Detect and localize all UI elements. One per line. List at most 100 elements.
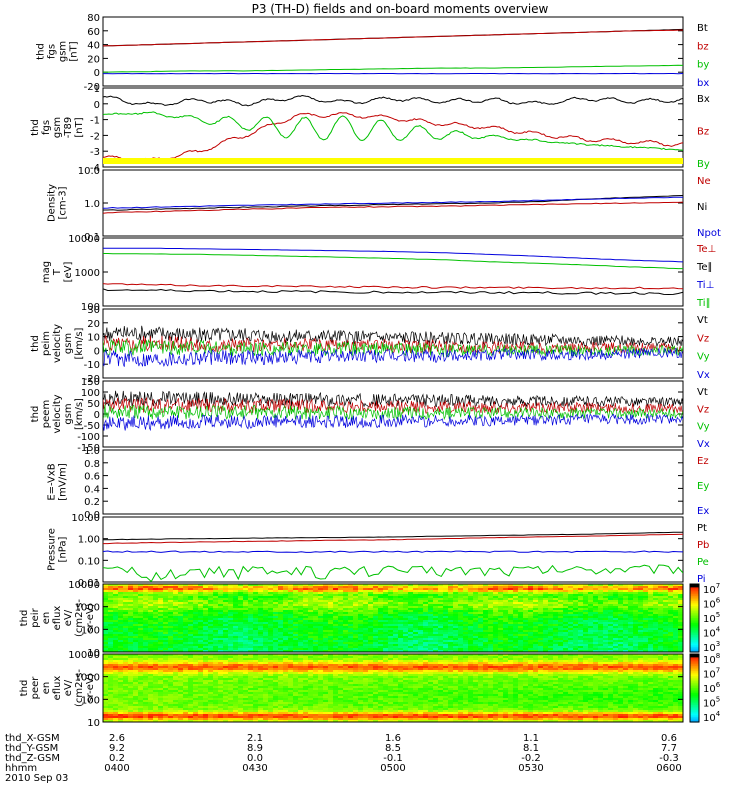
- y-tick-label: -3: [90, 147, 100, 158]
- x-tick-value: -0.3: [659, 753, 679, 764]
- x-tick-value: 0400: [104, 763, 129, 774]
- y-axis-label: [mV/m]: [58, 463, 69, 501]
- series-Ne: [103, 201, 683, 214]
- legend-By: By: [697, 159, 710, 170]
- y-tick-label: 20: [87, 319, 100, 330]
- legend-Ex: Ex: [697, 506, 709, 517]
- series-Vy: [103, 404, 683, 421]
- y-axis-label: en: [41, 612, 52, 625]
- panel-temperature: 10000 1000 100 mag T [eV] Te⊥ Te∥ Ti⊥ Ti∥: [41, 234, 716, 313]
- y-axis-label: velocity: [52, 324, 63, 363]
- x-tick-value: 0.0: [247, 753, 263, 764]
- series-group: [103, 325, 683, 368]
- x-tick-value: -0.2: [521, 753, 541, 764]
- y-tick-label: -10: [84, 360, 100, 371]
- panel-frame: [102, 449, 684, 515]
- y-axis-label: peem: [41, 400, 52, 428]
- y-axis-label: [km/s]: [74, 398, 85, 430]
- y-tick-label: 1000: [75, 268, 100, 279]
- y-axis-label: E=-VxB: [47, 463, 58, 500]
- y-axis-label: [nT]: [69, 41, 80, 61]
- legend-Vz: Vz: [697, 404, 709, 415]
- colorbar-tick: 107: [703, 667, 720, 681]
- y-axis-label: thd: [30, 119, 41, 136]
- y-tick-label: 100: [81, 695, 100, 706]
- y-tick-label: 0: [94, 410, 100, 421]
- y-tick-label: -150: [77, 443, 100, 454]
- y-tick-label: 10: [87, 648, 100, 659]
- legend-Vx: Vx: [697, 439, 710, 450]
- y-tick-label: 100: [81, 388, 100, 399]
- colorbar-tick: 106: [703, 681, 721, 695]
- colorbar-tick: 105: [703, 611, 720, 625]
- legend-Vy: Vy: [697, 352, 710, 363]
- x-tick-value: 2.1: [247, 733, 263, 744]
- series-Vz: [103, 396, 683, 415]
- x-tick-value: 0600: [656, 763, 681, 774]
- y-axis-label: thd: [30, 406, 41, 423]
- x-row-label: 2010 Sep 03: [5, 773, 68, 784]
- series-Vy: [103, 338, 683, 358]
- legend-Bz: Bz: [697, 127, 709, 138]
- y-axis-label: en: [41, 682, 52, 695]
- y-tick-label: 0.0: [84, 510, 100, 521]
- y-axis-label: thd: [30, 335, 41, 352]
- series-group: [103, 390, 683, 432]
- series-group: [103, 28, 683, 75]
- y-tick-label: 0.1: [84, 232, 100, 243]
- series-group: [103, 195, 683, 214]
- series-Te∥: [103, 288, 683, 296]
- x-row-label: hhmm: [5, 763, 37, 774]
- y-tick-label: 100: [81, 302, 100, 313]
- y-axis-label: -T89: [63, 117, 74, 139]
- x-tick-value: 0.2: [109, 753, 125, 764]
- legend-Ti⊥: Ti⊥: [696, 280, 714, 291]
- colorbar-tick: 103: [703, 640, 720, 654]
- series-Ti∥: [103, 253, 683, 270]
- y-axis-label: eflux: [52, 676, 63, 701]
- series-group: [103, 247, 683, 296]
- y-axis-label: (cm2-s-: [74, 599, 85, 637]
- legend-Vy: Vy: [697, 422, 710, 433]
- x-tick-value: 1.6: [385, 733, 401, 744]
- x-tick-value: 7.7: [661, 743, 677, 754]
- y-axis-label: peer: [30, 676, 41, 700]
- legend-bz: bz: [697, 41, 709, 52]
- y-tick-label: 150: [81, 377, 100, 388]
- colorbar-tick: 108: [703, 652, 720, 666]
- panel-fgs-t89: 1 0 -1 -2 -3 -4 thd fgs gsm -T89 [nT] Bx Bz By: [30, 84, 710, 174]
- series-group: [103, 94, 683, 163]
- y-tick-label: 0.8: [84, 459, 100, 470]
- panel-frame: [102, 583, 684, 653]
- y-tick-label: 10000: [68, 580, 100, 591]
- y-tick-label: 1000: [75, 673, 100, 684]
- panel-frame: [102, 16, 684, 87]
- y-tick-label: 1000: [75, 603, 100, 614]
- series-Vx: [103, 413, 683, 432]
- y-axis-label: [km/s]: [74, 327, 85, 359]
- legend-Ni: Ni: [697, 202, 707, 213]
- panel-pressure: 10.00 1.00 0.10 0.01 Pressure [nPa] Pt Pb Pe Pi: [47, 513, 710, 589]
- x-tick-value: 8.9: [247, 743, 263, 754]
- y-tick-label: 0.10: [78, 556, 100, 567]
- y-tick-label: 40: [87, 41, 100, 52]
- series-Pe: [103, 564, 683, 582]
- y-axis-label: sr-eV): [85, 603, 96, 632]
- y-tick-label: 0: [94, 68, 100, 79]
- legend-Pe: Pe: [697, 557, 709, 568]
- y-axis-label: fgs: [47, 44, 58, 59]
- series-Vx: [103, 347, 683, 368]
- series-Pi: [103, 550, 683, 553]
- legend-Vt: Vt: [697, 315, 708, 326]
- y-tick-label: 50: [87, 399, 100, 410]
- y-tick-label: -20: [84, 82, 100, 93]
- legend-Ti∥: Ti∥: [696, 298, 711, 309]
- y-tick-label: -20: [84, 374, 100, 385]
- y-tick-label: 20: [87, 54, 100, 65]
